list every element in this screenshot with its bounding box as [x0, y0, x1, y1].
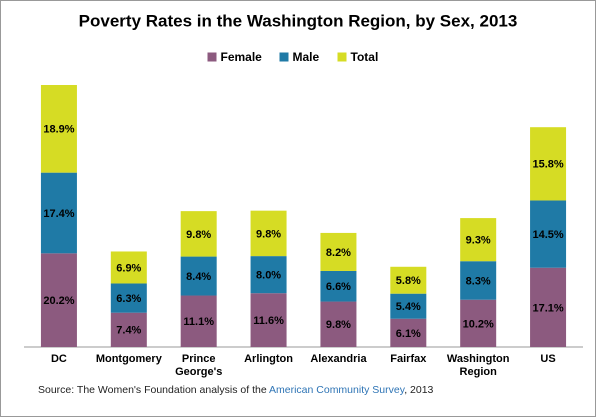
data-label: 7.4% — [116, 325, 141, 337]
x-tick-label: DC — [50, 353, 67, 365]
bar-segment — [530, 200, 567, 268]
data-label: 14.5% — [532, 229, 563, 241]
legend-label: Female — [221, 50, 263, 64]
source-suffix: , 2013 — [404, 384, 434, 396]
data-label: 6.3% — [116, 293, 141, 305]
data-label: 17.4% — [43, 208, 74, 220]
x-tick-label: Fairfax — [390, 353, 427, 365]
data-label: 8.4% — [186, 271, 211, 283]
legend-label: Total — [351, 50, 379, 64]
data-label: 9.8% — [256, 228, 281, 240]
bar-segment — [250, 293, 287, 347]
legend-swatch — [207, 52, 217, 62]
bar-segment — [390, 266, 427, 294]
bar-segment — [530, 127, 567, 201]
data-label: 20.2% — [43, 295, 74, 307]
legend-swatch — [279, 52, 289, 62]
data-label: 9.3% — [466, 235, 491, 247]
bar-segment — [390, 318, 427, 347]
bar-segment — [110, 283, 147, 313]
bar-segment — [460, 299, 497, 347]
legend-swatch — [337, 52, 347, 62]
source-link: American Community Survey — [269, 384, 405, 396]
data-label: 10.2% — [463, 318, 494, 330]
x-tick-label: Washington Region — [446, 353, 510, 378]
bar-segment — [40, 85, 77, 173]
bar-segment — [530, 267, 567, 347]
x-tick-label: Arlington — [244, 353, 293, 365]
legend-label: Male — [293, 50, 320, 64]
data-label: 9.8% — [186, 229, 211, 241]
chart-title: Poverty Rates in the Washington Region, … — [79, 11, 518, 30]
data-label: 6.6% — [326, 281, 351, 293]
x-tick-label: Alexandria — [310, 353, 367, 365]
source-prefix: Source: The Women's Foundation analysis … — [38, 384, 269, 396]
bar-segment — [110, 251, 147, 284]
data-label: 11.1% — [183, 316, 214, 328]
data-label: 17.1% — [532, 302, 563, 314]
bar-segment — [180, 256, 217, 296]
bar-segment — [320, 270, 357, 302]
bar-segment — [320, 301, 357, 347]
bar-segment — [250, 210, 287, 257]
data-label: 8.3% — [466, 275, 491, 287]
x-tick-label: Montgomery — [95, 353, 162, 365]
bar-segment — [180, 295, 217, 347]
source: Source: The Women's Foundation analysis … — [38, 384, 433, 396]
data-label: 5.8% — [396, 275, 421, 287]
data-label: 6.1% — [396, 328, 421, 340]
bar-segment — [40, 172, 77, 254]
bar-segment — [40, 253, 77, 347]
data-label: 15.8% — [532, 159, 563, 171]
x-tick-label: Prince George's — [175, 353, 223, 378]
data-label: 18.9% — [43, 124, 74, 136]
bar-segment — [390, 293, 427, 319]
bar-segment — [250, 256, 287, 294]
data-label: 8.2% — [326, 247, 351, 259]
data-label: 8.0% — [256, 270, 281, 282]
data-label: 5.4% — [396, 301, 421, 313]
data-label: 9.8% — [326, 319, 351, 331]
x-tick-label: US — [540, 353, 556, 365]
data-label: 6.9% — [116, 262, 141, 274]
bar-segment — [180, 211, 217, 257]
data-label: 11.6% — [253, 315, 284, 327]
bar-segment — [460, 261, 497, 300]
bar-segment — [460, 218, 497, 262]
bar-segment — [110, 312, 147, 347]
bar-segment — [320, 232, 357, 271]
